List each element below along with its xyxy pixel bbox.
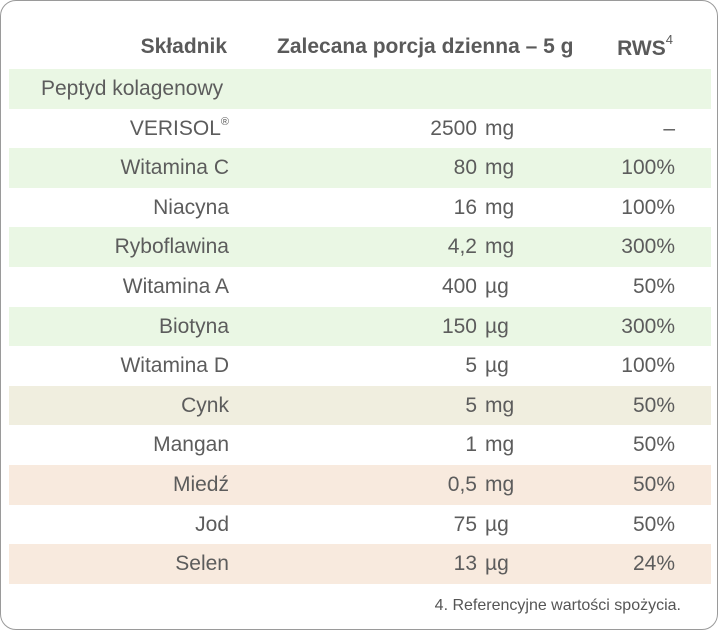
ingredient-name: Biotyna bbox=[159, 315, 229, 339]
ingredient-name-text: Miedź bbox=[172, 472, 229, 496]
ingredient-name-text: Witamina D bbox=[120, 354, 229, 378]
ingredient-name-text: Ryboflawina bbox=[114, 235, 229, 259]
header-ingredient: Składnik bbox=[140, 35, 227, 58]
header-rws-label: RWS bbox=[617, 37, 666, 60]
portion-unit: µg bbox=[485, 512, 509, 536]
ingredient-name-text: Niacyna bbox=[153, 195, 229, 219]
ingredient-name-text: Selen bbox=[175, 552, 229, 576]
table-row: Witamina A 400 µg 50% bbox=[9, 267, 711, 307]
ingredient-name: Witamina A bbox=[123, 275, 229, 299]
footnote: 4. Referencyjne wartości spożycia. bbox=[434, 597, 681, 614]
table-row: Miedź 0,5 mg 50% bbox=[9, 464, 711, 505]
rws-value: – bbox=[663, 116, 675, 140]
portion-unit: µg bbox=[485, 274, 509, 298]
table-row: Niacyna 16 mg 100% bbox=[9, 188, 711, 228]
rws-value: 50% bbox=[632, 472, 675, 496]
header-rws: RWS4 bbox=[617, 32, 673, 61]
portion-value: 80 bbox=[453, 156, 477, 180]
ingredient-name: Peptyd kolagenowy bbox=[41, 77, 223, 101]
ingredient-name: Ryboflawina bbox=[115, 235, 229, 259]
portion-value: 75 bbox=[453, 512, 477, 536]
ingredient-name-text: Jod bbox=[195, 512, 229, 536]
portion-value: 13 bbox=[453, 552, 477, 576]
table-row: Cynk 5 mg 50% bbox=[9, 385, 711, 426]
portion-value: 400 bbox=[441, 274, 477, 298]
portion-unit: mg bbox=[485, 433, 515, 457]
portion-value: 150 bbox=[441, 314, 477, 338]
portion-value: 2500 bbox=[430, 116, 477, 140]
portion-value: 4,2 bbox=[447, 235, 477, 259]
rws-value: 100% bbox=[621, 354, 675, 378]
portion-unit: mg bbox=[485, 235, 515, 259]
table-row: Jod 75 µg 50% bbox=[9, 505, 711, 545]
ingredient-name-text: Biotyna bbox=[158, 314, 229, 338]
table-row: Mangan 1 mg 50% bbox=[9, 425, 711, 465]
ingredient-name-text: Cynk bbox=[181, 393, 229, 417]
ingredient-name: Selen bbox=[175, 552, 229, 576]
rws-value: 50% bbox=[632, 512, 675, 536]
rws-value: 100% bbox=[621, 195, 675, 219]
ingredient-name: Niacyna bbox=[153, 196, 229, 220]
table-row: Witamina D 5 µg 100% bbox=[9, 346, 711, 386]
table-header: Składnik Zalecana porcja dzienna – 5 g R… bbox=[1, 27, 717, 67]
portion-value: 1 bbox=[465, 433, 477, 457]
table-row: Biotyna 150 µg 300% bbox=[9, 306, 711, 347]
table-body: Peptyd kolagenowy VERISOL® 2500 mg – Witamina… bbox=[9, 69, 711, 584]
portion-unit: mg bbox=[485, 116, 515, 140]
ingredient-name: Witamina C bbox=[120, 156, 229, 180]
portion-value: 5 bbox=[465, 354, 477, 378]
header-daily-portion: Zalecana porcja dzienna – 5 g bbox=[277, 35, 574, 58]
rws-value: 100% bbox=[621, 156, 675, 180]
rws-value: 50% bbox=[632, 393, 675, 417]
header-rws-footnote-ref: 4 bbox=[665, 32, 673, 47]
portion-unit: mg bbox=[485, 195, 515, 219]
rws-value: 50% bbox=[632, 274, 675, 298]
rws-value: 300% bbox=[621, 314, 675, 338]
ingredient-name: Cynk bbox=[181, 394, 229, 418]
table-row: Witamina C 80 mg 100% bbox=[9, 148, 711, 188]
ingredient-name-text: Witamina A bbox=[122, 274, 229, 298]
ingredient-name: VERISOL® bbox=[129, 115, 229, 141]
portion-unit: mg bbox=[485, 156, 515, 180]
table-row: Ryboflawina 4,2 mg 300% bbox=[9, 227, 711, 267]
portion-unit: mg bbox=[485, 472, 515, 496]
rws-value: 24% bbox=[632, 552, 675, 576]
portion-value: 16 bbox=[453, 195, 477, 219]
table-row: Peptyd kolagenowy bbox=[9, 69, 711, 109]
portion-unit: µg bbox=[485, 354, 509, 378]
portion-unit: mg bbox=[485, 393, 515, 417]
ingredient-name-text: Peptyd kolagenowy bbox=[41, 77, 224, 100]
rws-value: 50% bbox=[632, 433, 675, 457]
rws-value: 300% bbox=[621, 235, 675, 259]
registered-mark: ® bbox=[220, 115, 229, 128]
portion-unit: µg bbox=[485, 552, 509, 576]
portion-value: 0,5 bbox=[447, 472, 477, 496]
portion-unit: µg bbox=[485, 314, 509, 338]
ingredient-name: Witamina D bbox=[120, 354, 229, 378]
table-row: VERISOL® 2500 mg – bbox=[9, 109, 711, 149]
portion-value: 5 bbox=[465, 393, 477, 417]
ingredient-name: Mangan bbox=[153, 433, 229, 457]
ingredient-name: Jod bbox=[195, 513, 229, 537]
ingredient-name-text: Mangan bbox=[153, 433, 229, 457]
ingredient-name-text: Witamina C bbox=[120, 156, 229, 180]
ingredient-name: Miedź bbox=[173, 473, 229, 497]
table-row: Selen 13 µg 24% bbox=[9, 544, 711, 584]
ingredient-name-text: VERISOL bbox=[129, 116, 221, 140]
